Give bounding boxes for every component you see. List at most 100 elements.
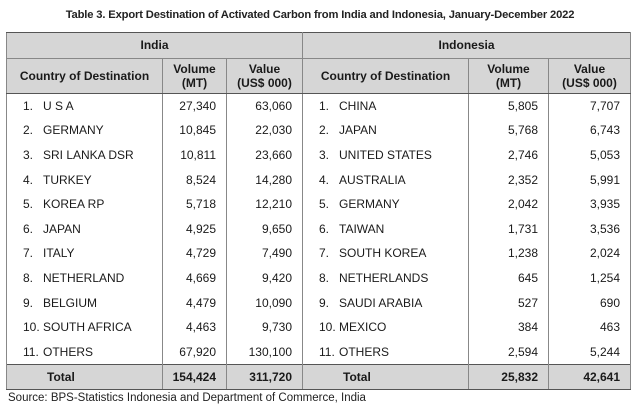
country-name: JAPAN xyxy=(339,123,377,138)
value-unit: (US$ 000) xyxy=(562,75,617,90)
indonesia-value-cell: 463 xyxy=(547,314,632,340)
indonesia-value-cell: 5,991 xyxy=(547,167,632,192)
india-value-cell: 130,100 xyxy=(226,339,303,365)
table-row: 1. U S A 27,340 63,060 1. CHINA 5,805 7,707 xyxy=(6,93,632,119)
rank-number: 3. xyxy=(23,148,34,163)
rank-number: 5. xyxy=(23,197,34,212)
table-row: 9. BELGIUM 4,479 10,090 9. SAUDI ARABIA 527 690 xyxy=(6,290,632,315)
india-volume-cell: 4,479 xyxy=(162,290,227,315)
rank-number: 6. xyxy=(23,221,34,236)
india-value-cell: 10,090 xyxy=(226,290,303,315)
volume-unit: (MT) xyxy=(181,75,208,90)
rank-number: 1. xyxy=(319,98,330,113)
country-name: SAUDI ARABIA xyxy=(339,295,423,310)
volume-label: Volume xyxy=(173,61,216,76)
country-name: UNITED STATES xyxy=(339,148,432,163)
india-country-cell: 10. SOUTH AFRICA xyxy=(6,314,163,340)
indonesia-country-cell: 7. SOUTH KOREA xyxy=(302,241,469,266)
india-volume-cell: 5,718 xyxy=(162,191,227,217)
india-header: India xyxy=(6,32,303,59)
indonesia-value-cell: 5,053 xyxy=(547,142,632,168)
rank-number: 10. xyxy=(23,320,40,335)
indonesia-total-value: 42,641 xyxy=(547,364,632,391)
indonesia-volume-cell: 5,768 xyxy=(468,118,549,143)
indonesia-value-cell: 3,935 xyxy=(547,191,632,217)
india-value-cell: 22,030 xyxy=(226,118,303,143)
indonesia-value-cell: 690 xyxy=(547,290,632,315)
volume-unit: (MT) xyxy=(495,75,522,90)
indonesia-country-cell: 9. SAUDI ARABIA xyxy=(302,290,469,315)
indonesia-country-cell: 6. TAIWAN xyxy=(302,216,469,242)
india-total-value: 311,720 xyxy=(226,364,303,391)
india-country-cell: 8. NETHERLAND xyxy=(6,265,163,291)
india-volume-col-header: Volume (MT) xyxy=(162,58,227,94)
india-country-cell: 9. BELGIUM xyxy=(6,290,163,315)
indonesia-country-cell: 4. AUSTRALIA xyxy=(302,167,469,192)
rank-number: 4. xyxy=(23,172,34,187)
country-name: MEXICO xyxy=(339,320,387,335)
country-name: BELGIUM xyxy=(43,295,98,310)
india-value-cell: 7,490 xyxy=(226,241,303,266)
india-total-label: Total xyxy=(6,364,163,391)
indonesia-volume-cell: 2,746 xyxy=(468,142,549,168)
india-country-cell: 1. U S A xyxy=(6,93,163,119)
indonesia-total-volume: 25,832 xyxy=(468,364,549,391)
indonesia-country-cell: 8. NETHERLANDS xyxy=(302,265,469,291)
value-label: Value xyxy=(248,61,281,76)
country-name: SOUTH AFRICA xyxy=(43,320,132,335)
india-volume-cell: 27,340 xyxy=(162,93,227,119)
indonesia-value-col-header: Value (US$ 000) xyxy=(547,58,632,94)
table-row: 3. SRI LANKA DSR 10,811 23,660 3. UNITED STAT… xyxy=(6,142,632,168)
india-volume-cell: 8,524 xyxy=(162,167,227,192)
rank-number: 2. xyxy=(319,123,330,138)
volume-label: Volume xyxy=(487,61,530,76)
country-name: JAPAN xyxy=(43,221,81,236)
india-value-cell: 12,210 xyxy=(226,191,303,217)
rank-number: 7. xyxy=(23,246,34,261)
country-name: OTHERS xyxy=(339,344,390,359)
country-name: ITALY xyxy=(43,246,75,261)
rank-number: 8. xyxy=(23,271,34,286)
rank-number: 5. xyxy=(319,197,330,212)
indonesia-country-cell: 5. GERMANY xyxy=(302,191,469,217)
country-name: GERMANY xyxy=(43,123,104,138)
table-row: 10. SOUTH AFRICA 4,463 9,730 10. MEXICO 384 463 xyxy=(6,314,632,340)
indonesia-volume-cell: 5,805 xyxy=(468,93,549,119)
country-name: TURKEY xyxy=(43,172,92,187)
india-volume-cell: 4,463 xyxy=(162,314,227,340)
country-name: U S A xyxy=(43,98,74,113)
value-unit: (US$ 000) xyxy=(237,75,292,90)
indonesia-volume-cell: 2,042 xyxy=(468,191,549,217)
country-name: AUSTRALIA xyxy=(339,172,406,187)
indonesia-country-cell: 1. CHINA xyxy=(302,93,469,119)
rank-number: 9. xyxy=(319,295,330,310)
indonesia-header: Indonesia xyxy=(301,32,632,59)
india-volume-cell: 4,669 xyxy=(162,265,227,291)
country-name: OTHERS xyxy=(43,344,94,359)
country-name: SOUTH KOREA xyxy=(339,246,427,261)
india-country-cell: 6. JAPAN xyxy=(6,216,163,242)
indonesia-volume-cell: 2,352 xyxy=(468,167,549,192)
rank-number: 10. xyxy=(319,320,336,335)
rank-number: 1. xyxy=(23,98,34,113)
country-name: CHINA xyxy=(339,98,377,113)
indonesia-value-cell: 6,743 xyxy=(547,118,632,143)
total-row: Total 154,424 311,720 Total 25,832 42,64… xyxy=(6,364,632,391)
table-row: 8. NETHERLAND 4,669 9,420 8. NETHERLANDS 645 1,… xyxy=(6,265,632,291)
table-title: Table 3. Export Destination of Activated… xyxy=(65,9,575,21)
rank-number: 2. xyxy=(23,123,34,138)
indonesia-country-cell: 3. UNITED STATES xyxy=(302,142,469,168)
india-volume-cell: 10,811 xyxy=(162,142,227,168)
india-total-volume: 154,424 xyxy=(162,364,227,391)
rank-number: 6. xyxy=(319,221,330,236)
indonesia-total-label: Total xyxy=(302,364,469,391)
table-row: 11. OTHERS 67,920 130,100 11. OTHERS 2,594 5,24… xyxy=(6,339,632,365)
indonesia-value-cell: 1,254 xyxy=(547,265,632,291)
indonesia-value-cell: 7,707 xyxy=(547,93,632,119)
rank-number: 4. xyxy=(319,172,330,187)
india-volume-cell: 4,729 xyxy=(162,241,227,266)
indonesia-value-cell: 5,244 xyxy=(547,339,632,365)
rank-number: 3. xyxy=(319,148,330,163)
india-value-cell: 14,280 xyxy=(226,167,303,192)
indonesia-country-cell: 11. OTHERS xyxy=(302,339,469,365)
